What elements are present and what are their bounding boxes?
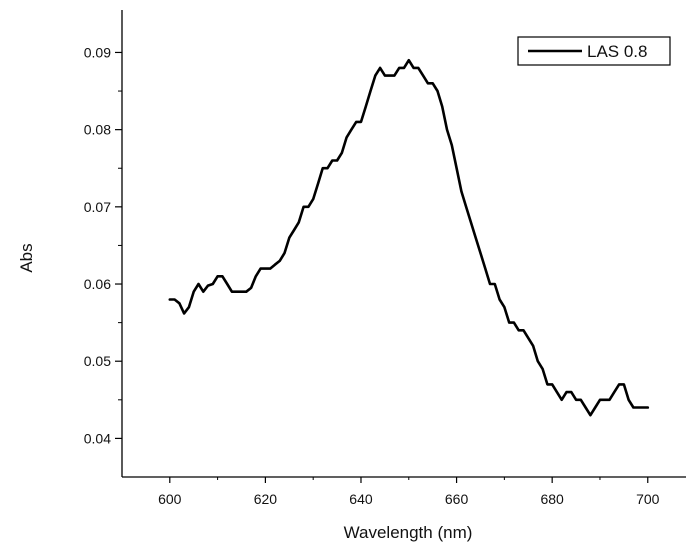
y-tick-label: 0.04 — [84, 430, 111, 446]
x-tick-label: 700 — [636, 491, 660, 507]
y-tick-label: 0.09 — [84, 44, 111, 60]
x-tick-label: 660 — [445, 491, 469, 507]
x-tick-label: 620 — [254, 491, 278, 507]
plot-area — [121, 10, 686, 478]
y-axis-label: Abs — [17, 243, 36, 272]
y-tick-label: 0.05 — [84, 353, 111, 369]
series-layer — [168, 58, 650, 417]
x-tick-label: 680 — [540, 491, 564, 507]
series-line — [168, 58, 650, 417]
y-tick-label: 0.06 — [84, 276, 111, 292]
y-axis: 0.04 0.05 0.06 0.07 0.08 0.09 — [84, 44, 122, 446]
y-tick-label: 0.07 — [84, 199, 111, 215]
y-tick-label: 0.08 — [84, 122, 111, 138]
x-tick-label: 600 — [158, 491, 182, 507]
legend: LAS 0.8 — [517, 36, 671, 66]
x-axis-label: Wavelength (nm) — [344, 523, 473, 542]
legend-label: LAS 0.8 — [587, 42, 648, 61]
x-axis: 600 620 640 660 680 700 — [158, 477, 660, 507]
x-tick-label: 640 — [349, 491, 373, 507]
